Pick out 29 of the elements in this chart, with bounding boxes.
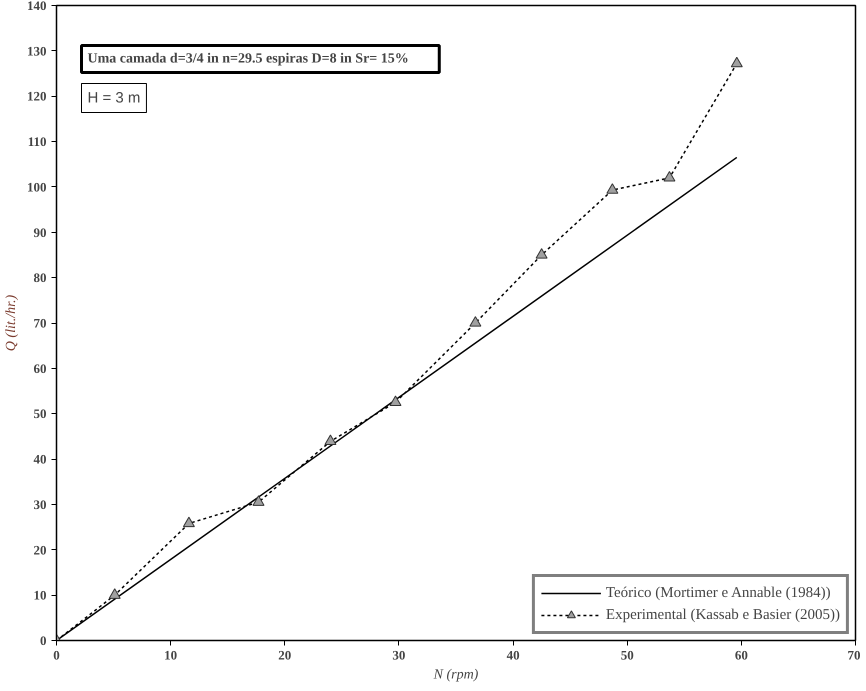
y-tick-label: 40 [34,452,46,467]
legend-label: Teórico (Mortimer e Annable (1984)) [606,584,831,602]
x-tick-label: 40 [506,648,520,662]
x-tick-label: 50 [620,648,634,662]
x-tick-label: 10 [164,648,178,662]
y-tick-label: 120 [27,88,46,104]
x-tick-label: 0 [53,648,60,662]
y-axis-title: Q (lit./hr.) [4,294,19,352]
y-tick-label: 60 [34,360,46,376]
y-tick-label: 50 [34,406,46,422]
x-axis-title: N (rpm) [432,668,479,682]
x-tick-label: 60 [734,648,748,662]
x-tick-label: 20 [278,648,292,662]
annotation: H = 3 m [88,90,140,106]
y-tick-label: 20 [34,542,46,558]
annotation: Uma camada d=3/4 in n=29.5 espiras D=8 in Sr= 15% [88,52,409,66]
y-tick-label: 70 [34,316,46,330]
y-tick-label: 140 [27,0,46,13]
x-tick-label: 70 [848,648,860,662]
y-tick-label: 130 [27,43,46,58]
y-tick-label: 30 [34,496,46,512]
y-tick-label: 90 [34,224,46,240]
y-tick-label: 10 [34,588,46,603]
y-tick-label: 100 [27,179,46,194]
y-tick-label: 110 [28,134,47,150]
y-tick-label: 0 [40,633,46,648]
y-tick-label: 80 [34,270,46,286]
legend-label: Experimental (Kassab e Basier (2005)) [606,606,840,624]
x-tick-label: 30 [392,648,406,662]
